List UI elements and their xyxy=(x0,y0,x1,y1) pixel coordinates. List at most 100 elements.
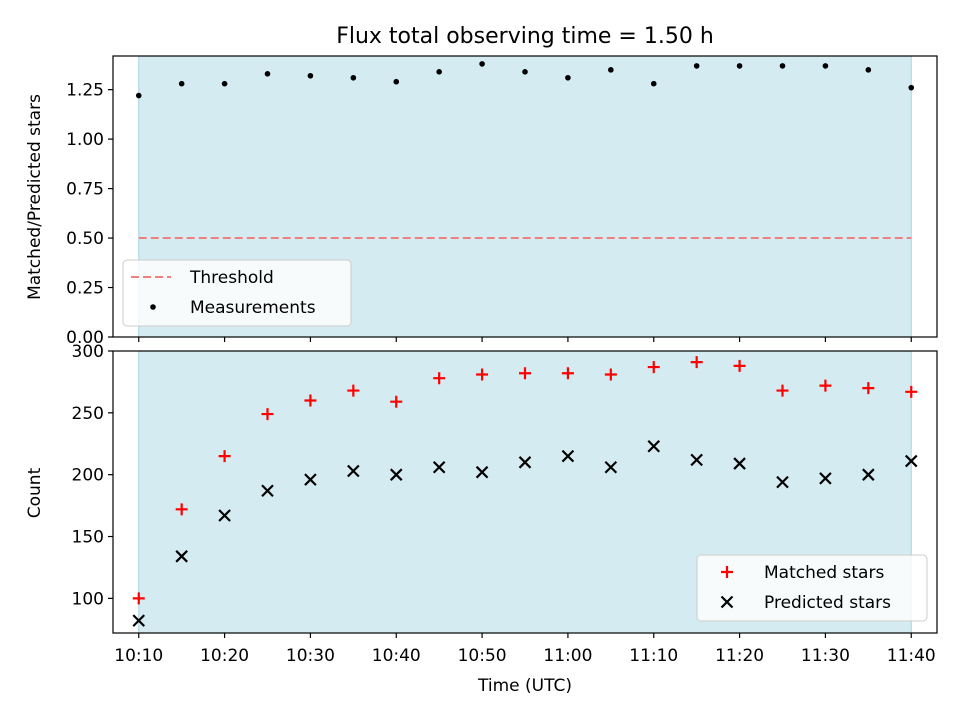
data-point xyxy=(608,67,614,73)
top-panel: Flux total observing time = 1.50 h Match… xyxy=(25,24,938,348)
data-point xyxy=(479,61,485,67)
data-point xyxy=(304,473,317,486)
legend-label: Threshold xyxy=(189,268,274,288)
legend-label: Measurements xyxy=(190,298,316,318)
x-tick-label: 10:20 xyxy=(200,646,249,666)
data-point xyxy=(350,74,357,81)
data-point xyxy=(733,359,746,372)
x-tick-label: 10:10 xyxy=(114,646,163,666)
y-tick-label: 100 xyxy=(72,589,104,609)
series-matched-stars xyxy=(132,356,918,605)
data-point xyxy=(650,80,657,87)
axes-frame xyxy=(112,350,938,634)
x-tick-label: 11:30 xyxy=(801,646,850,666)
y-axis-label-top: Matched/Predicted stars xyxy=(25,94,45,300)
y-axis-label-bottom: Count xyxy=(25,467,45,518)
legend-marker xyxy=(150,304,156,310)
data-point xyxy=(218,509,231,522)
data-point xyxy=(175,550,188,563)
data-point xyxy=(432,460,446,474)
x-axis-label: Time (UTC) xyxy=(477,676,572,696)
legend-label: Matched stars xyxy=(764,563,884,583)
series-predicted-stars xyxy=(132,439,918,627)
data-point xyxy=(221,80,228,87)
data-point xyxy=(178,80,185,87)
legend-marker xyxy=(720,595,734,609)
data-point xyxy=(565,74,571,81)
data-point xyxy=(264,71,271,77)
y-tick-label: 1.25 xyxy=(66,81,104,101)
data-point xyxy=(733,457,746,470)
data-point xyxy=(436,69,442,75)
x-tick-label: 10:40 xyxy=(372,646,421,666)
x-tick-label: 11:20 xyxy=(715,646,764,666)
legend: Matched stars Predicted stars xyxy=(696,554,928,622)
legend-marker xyxy=(721,566,733,578)
chart-title: Flux total observing time = 1.50 h xyxy=(336,24,714,49)
data-point xyxy=(690,356,703,369)
y-tick-label: 200 xyxy=(72,466,104,486)
data-point xyxy=(475,465,489,479)
data-point xyxy=(390,395,403,408)
plot-area-bottom: 100 150 200 250 300 10:10 10:20 10:30 10:40 10:50… xyxy=(72,342,938,666)
y-tick-label: 0.00 xyxy=(66,328,104,348)
data-point xyxy=(776,384,789,397)
y-tick-label: 250 xyxy=(72,404,104,424)
data-point xyxy=(908,84,915,91)
legend-label: Predicted stars xyxy=(764,593,891,613)
series-measurements xyxy=(135,61,915,99)
legend: Threshold Measurements xyxy=(122,259,352,327)
y-tick-label: 300 xyxy=(72,342,104,362)
data-point xyxy=(604,460,618,474)
x-tick-label: 10:30 xyxy=(286,646,335,666)
data-point xyxy=(561,449,575,463)
data-point xyxy=(132,614,146,627)
data-point xyxy=(347,464,360,478)
y-tick-label: 0.50 xyxy=(66,229,104,249)
data-point xyxy=(865,67,872,73)
data-point xyxy=(261,484,274,498)
data-point xyxy=(561,367,574,380)
x-tick-label: 11:40 xyxy=(887,646,936,666)
data-point xyxy=(393,78,400,85)
legend-box xyxy=(122,259,352,327)
data-point xyxy=(904,454,918,468)
data-point xyxy=(690,453,703,467)
legend-box xyxy=(696,554,928,622)
x-tick-label: 10:50 xyxy=(458,646,507,666)
data-point xyxy=(347,384,360,397)
data-point xyxy=(819,472,832,485)
x-tick-label: 11:00 xyxy=(543,646,592,666)
axes-frame xyxy=(112,55,938,338)
data-point xyxy=(389,468,403,481)
data-point xyxy=(822,63,829,69)
data-point xyxy=(819,379,832,392)
data-point xyxy=(519,367,531,380)
data-point xyxy=(135,92,142,99)
y-tick-label: 0.25 xyxy=(66,279,104,299)
data-point xyxy=(693,63,700,69)
x-tick-label: 11:10 xyxy=(629,646,678,666)
data-point xyxy=(736,63,743,69)
y-tick-label: 150 xyxy=(72,528,104,548)
data-point xyxy=(307,72,314,79)
data-point xyxy=(862,468,875,481)
data-point xyxy=(776,475,789,489)
data-point xyxy=(218,450,231,463)
data-point xyxy=(862,382,875,395)
data-point xyxy=(518,456,532,469)
data-point xyxy=(175,503,188,516)
data-point xyxy=(905,385,918,398)
data-point xyxy=(779,63,786,69)
bottom-panel: Count Time (UTC) 100 150 200 250 300 10:10 10:… xyxy=(25,342,938,696)
y-tick-label: 0.75 xyxy=(66,180,104,200)
data-point xyxy=(604,368,617,381)
data-point xyxy=(433,372,446,385)
data-point xyxy=(132,592,145,605)
data-point xyxy=(647,361,660,374)
plot-area-top: 0.00 0.25 0.50 0.75 1.00 1.25 Threshold Measure… xyxy=(66,55,938,348)
data-point xyxy=(476,368,489,381)
data-point xyxy=(522,69,528,75)
data-point xyxy=(647,439,661,453)
